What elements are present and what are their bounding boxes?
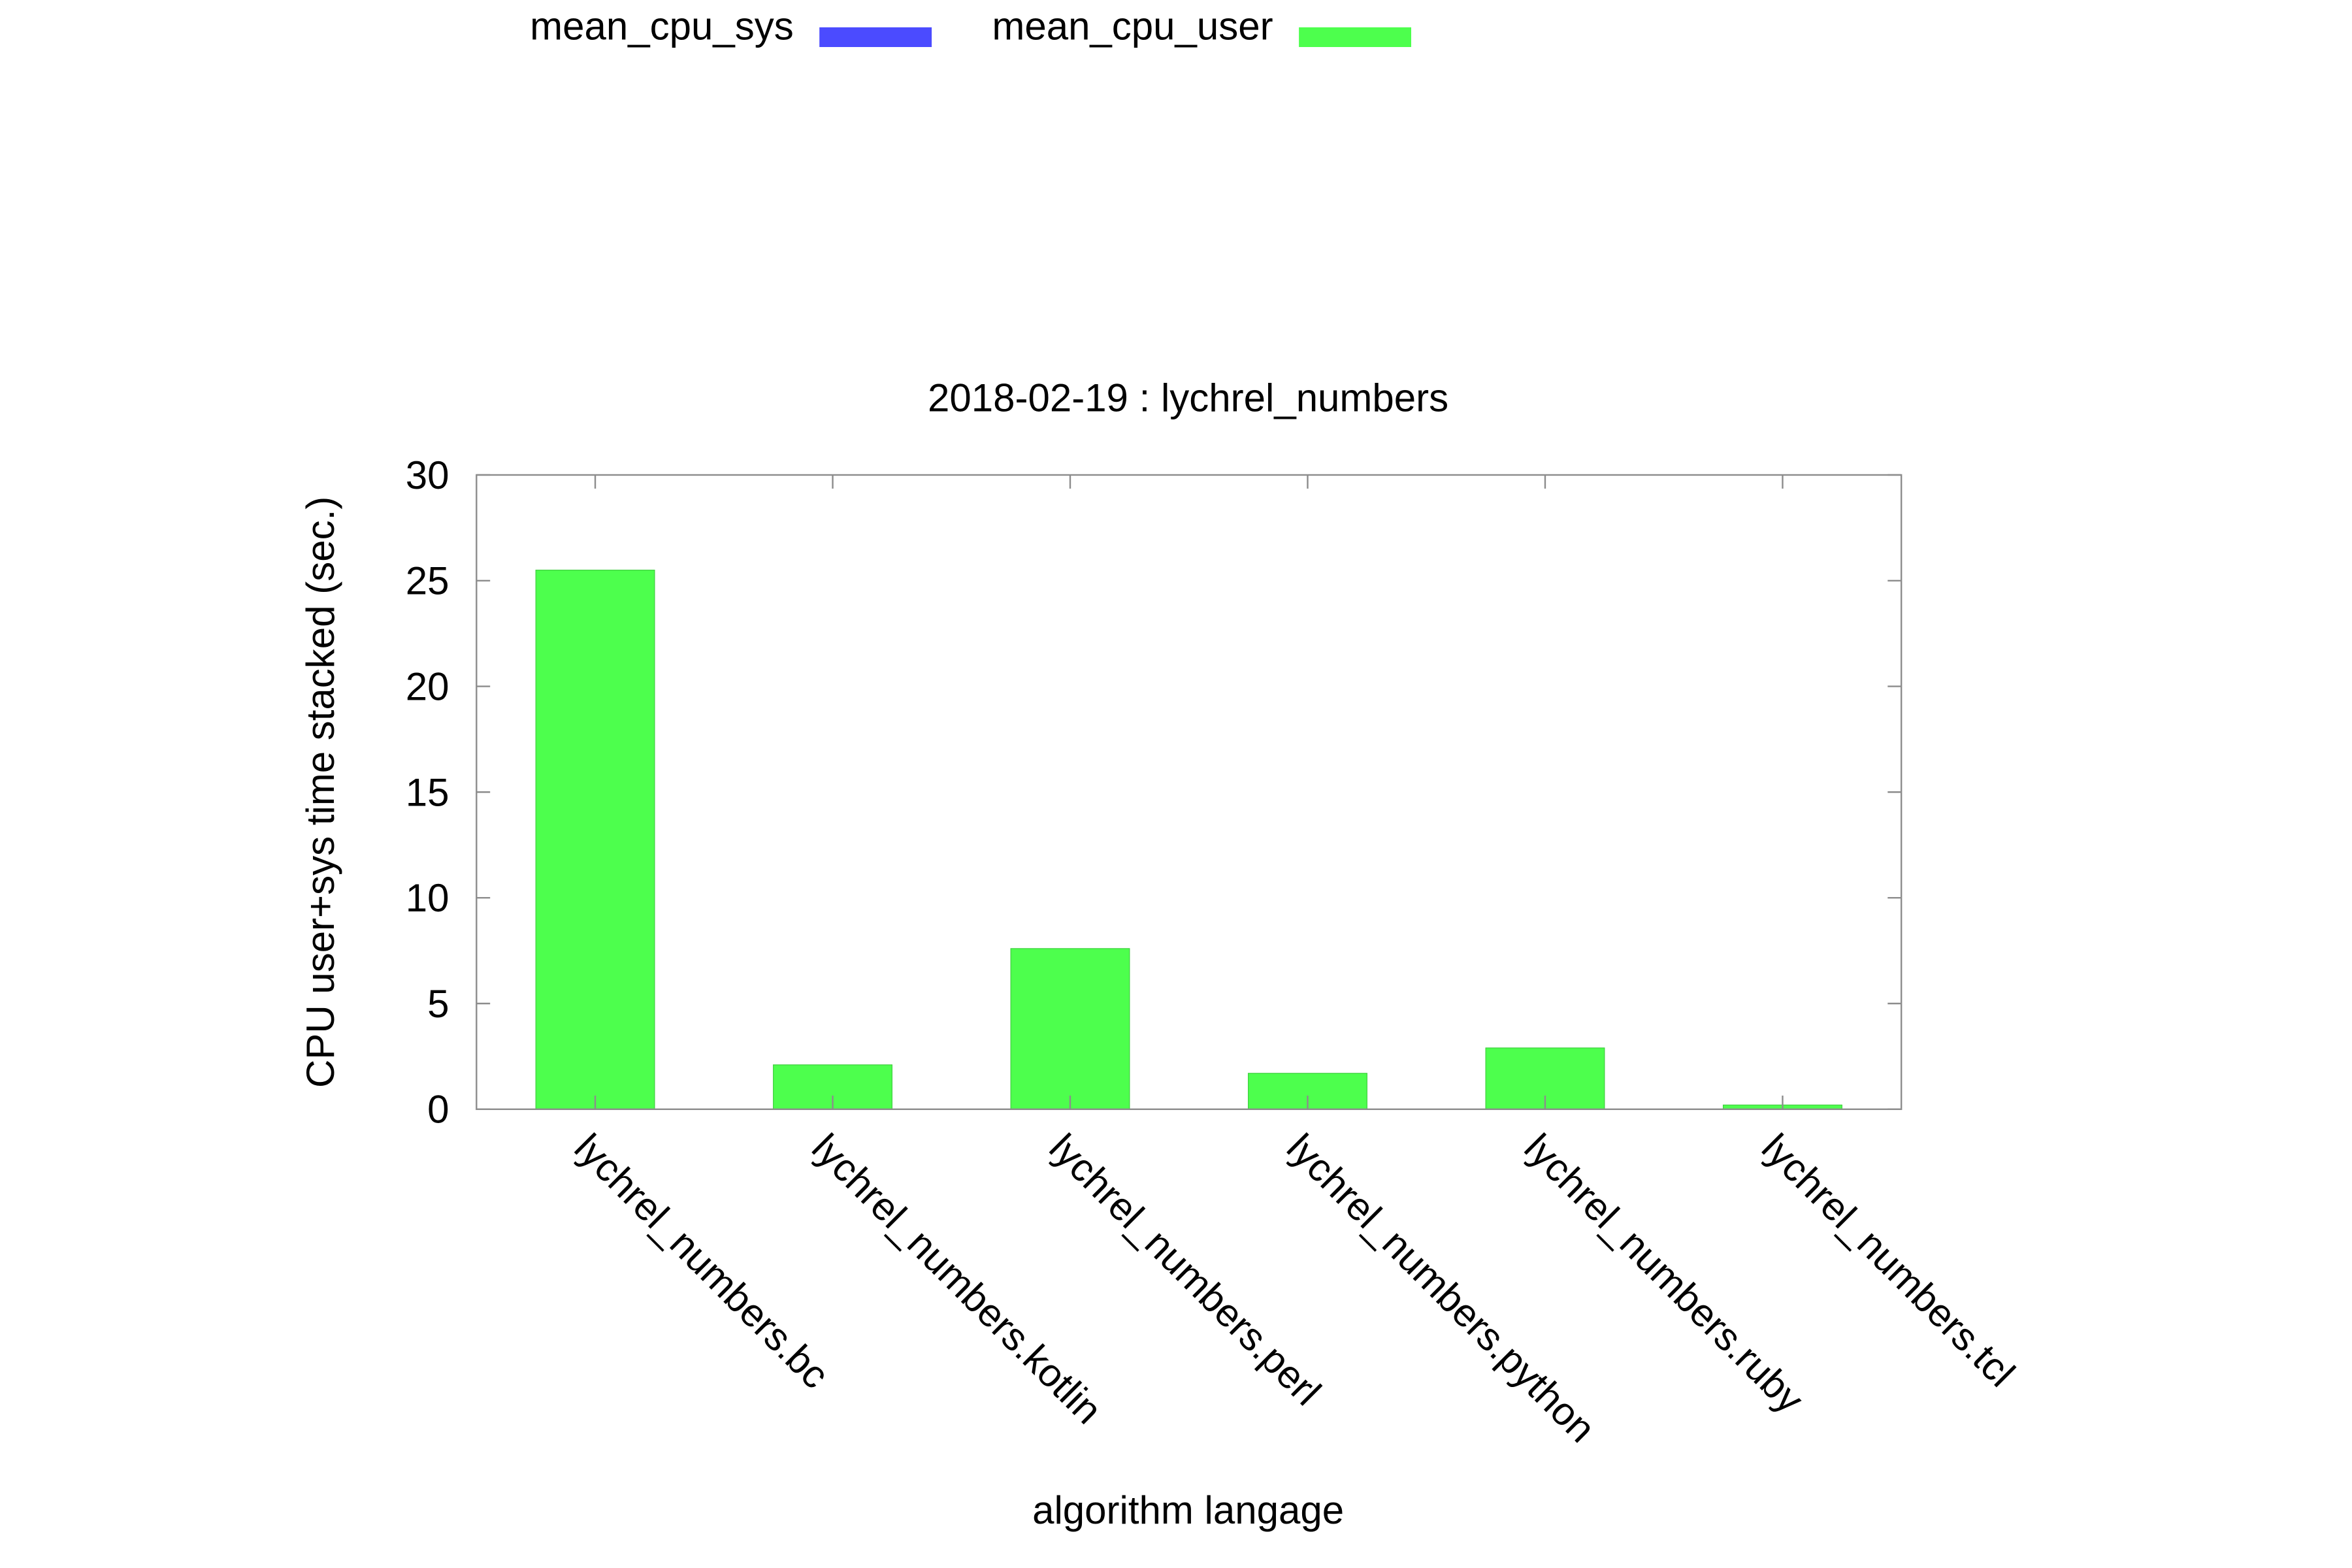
y-ticks-group: 0 5 10 15 20 25 30	[406, 453, 1902, 1132]
x-axis-title: algorithm langage	[1032, 1488, 1344, 1532]
plot-frame	[476, 474, 1903, 1111]
bar-mean-cpu-user-lychrel-numbers-perl	[1010, 948, 1130, 1110]
y-tick-label: 25	[406, 559, 449, 603]
y-tick-label: 0	[427, 1088, 449, 1132]
legend-swatch-mean-cpu-user	[1299, 27, 1411, 47]
x-tick-label-lychrel-numbers-tcl: lychrel_numbers.tcl	[1754, 1126, 2023, 1396]
y-tick-label: 20	[406, 664, 449, 708]
y-tick-label: 15	[406, 770, 449, 814]
y-axis-title: CPU user+sys time stacked (sec.)	[299, 497, 342, 1088]
legend: mean_cpu_sys mean_cpu_user	[530, 4, 1411, 48]
legend-swatch-mean-cpu-sys	[819, 27, 932, 47]
x-tick-label-lychrel-numbers-bc: lychrel_numbers.bc	[566, 1126, 838, 1397]
x-tick-label-lychrel-numbers-perl: lychrel_numbers.perl	[1041, 1126, 1330, 1414]
legend-label-mean-cpu-user: mean_cpu_user	[992, 4, 1273, 48]
chart-title: 2018-02-19 : lychrel_numbers	[928, 376, 1448, 419]
bars-group	[535, 569, 1842, 1110]
y-tick-label: 10	[406, 876, 449, 920]
x-ticks-group: lychrel_numbers.bclychrel_numbers.kotlin…	[566, 474, 2023, 1451]
y-tick-label: 30	[406, 453, 449, 497]
bar-mean-cpu-user-lychrel-numbers-ruby	[1485, 1047, 1605, 1110]
bar-mean-cpu-user-lychrel-numbers-bc	[535, 569, 655, 1110]
y-tick-label: 5	[427, 982, 449, 1026]
legend-label-mean-cpu-sys: mean_cpu_sys	[530, 4, 794, 48]
